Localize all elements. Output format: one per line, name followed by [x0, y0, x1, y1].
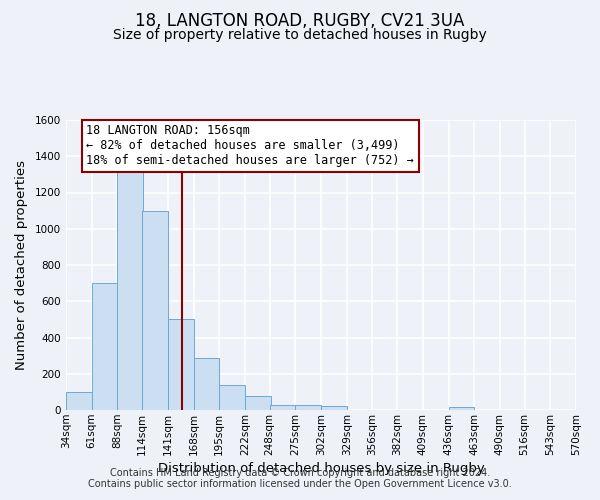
Text: 18, LANGTON ROAD, RUGBY, CV21 3UA: 18, LANGTON ROAD, RUGBY, CV21 3UA — [136, 12, 464, 30]
Bar — [193, 358, 219, 410]
Bar — [118, 169, 143, 410]
Text: Contains HM Land Registry data © Crown copyright and database right 2024.: Contains HM Land Registry data © Crown c… — [110, 468, 490, 477]
Bar — [92, 283, 118, 410]
Y-axis label: Number of detached properties: Number of detached properties — [15, 160, 28, 370]
Bar — [168, 320, 193, 410]
Bar — [449, 408, 474, 410]
X-axis label: Distribution of detached houses by size in Rugby: Distribution of detached houses by size … — [158, 462, 484, 475]
Bar — [142, 210, 168, 410]
Bar — [219, 384, 245, 410]
Text: 18 LANGTON ROAD: 156sqm
← 82% of detached houses are smaller (3,499)
18% of semi: 18 LANGTON ROAD: 156sqm ← 82% of detache… — [86, 124, 414, 168]
Bar — [66, 392, 92, 410]
Bar — [245, 396, 271, 410]
Bar — [321, 406, 347, 410]
Bar — [269, 404, 295, 410]
Bar — [295, 406, 321, 410]
Text: Size of property relative to detached houses in Rugby: Size of property relative to detached ho… — [113, 28, 487, 42]
Text: Contains public sector information licensed under the Open Government Licence v3: Contains public sector information licen… — [88, 479, 512, 489]
